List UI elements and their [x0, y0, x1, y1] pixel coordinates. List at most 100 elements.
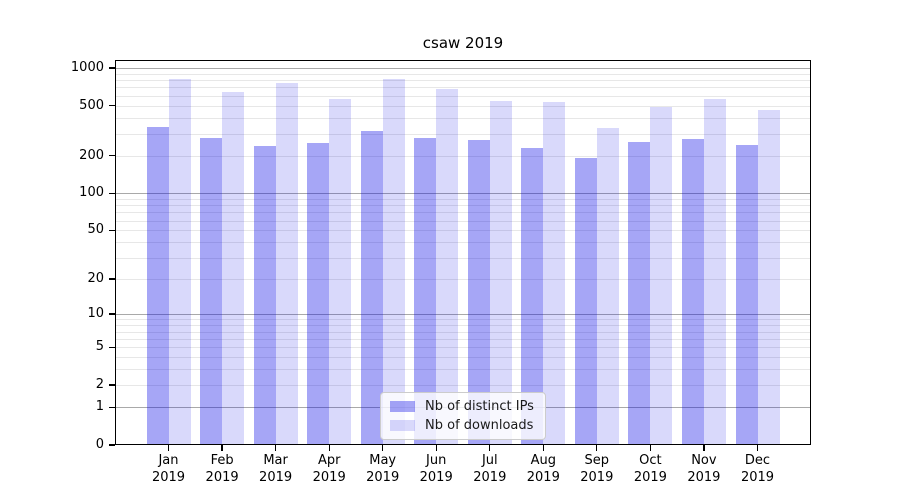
x-tick-label-apr: Apr 2019 [312, 453, 346, 485]
y-tick-label-10: 10 [87, 306, 104, 322]
legend-swatch-downloads-icon [390, 420, 415, 431]
bar-distinct-ips-may [360, 131, 383, 445]
gridline-y-20 [115, 278, 811, 280]
x-tick-mark-nov [703, 445, 705, 451]
bar-downloads-aug [543, 101, 566, 445]
x-tick-label-aug: Aug 2019 [526, 453, 560, 485]
gridline-y-600 [115, 95, 811, 97]
gridline-y-5 [115, 347, 811, 349]
y-tick-label-5: 5 [95, 339, 104, 355]
x-tick-mark-jul [489, 445, 491, 451]
x-tick-label-jul: Jul 2019 [473, 453, 507, 485]
y-tick-label-500: 500 [79, 97, 104, 113]
y-tick-mark-100 [109, 192, 115, 194]
x-tick-mark-jan [167, 445, 170, 451]
y-tick-mark-1000 [109, 67, 115, 69]
bar-distinct-ips-apr [307, 142, 330, 445]
gridline-y-40 [115, 242, 811, 244]
x-tick-label-may: May 2019 [366, 453, 400, 485]
bar-downloads-oct [650, 107, 673, 445]
x-tick-mark-apr [328, 445, 330, 451]
y-tick-label-1000: 1000 [70, 60, 104, 75]
y-tick-mark-200 [109, 154, 115, 157]
bar-distinct-ips-aug [521, 148, 544, 445]
bar-downloads-nov [703, 99, 726, 445]
y-tick-label-50: 50 [87, 222, 104, 238]
bar-distinct-ips-oct [628, 142, 651, 445]
gridline-y-800 [115, 80, 811, 82]
bar-distinct-ips-nov [681, 138, 704, 445]
gridline-y-4 [115, 357, 811, 359]
gridline-y-2 [115, 385, 811, 387]
gridline-y-8 [115, 325, 811, 327]
gridline-y-400 [115, 117, 811, 119]
gridline-y-1000 [115, 68, 811, 69]
bar-distinct-ips-mar [253, 146, 276, 445]
x-tick-label-oct: Oct 2019 [633, 453, 667, 485]
y-tick-mark-10 [109, 313, 115, 315]
bar-downloads-may [382, 79, 405, 445]
bar-distinct-ips-sep [574, 157, 597, 445]
bar-downloads-jun [436, 89, 459, 445]
x-tick-mark-sep [596, 445, 598, 451]
gridline-y-700 [115, 87, 811, 89]
x-tick-mark-mar [274, 445, 277, 451]
x-tick-label-feb: Feb 2019 [205, 453, 239, 485]
gridline-y-6 [115, 338, 811, 340]
bar-distinct-ips-jan [146, 127, 169, 445]
bar-distinct-ips-dec [735, 145, 758, 445]
y-tick-mark-1 [109, 406, 115, 408]
x-tick-mark-feb [221, 445, 223, 451]
gridline-y-70 [115, 212, 811, 214]
x-tick-mark-may [382, 445, 384, 451]
y-tick-mark-50 [109, 229, 115, 232]
bar-downloads-apr [329, 99, 352, 445]
legend: Nb of distinct IPs Nb of downloads [380, 392, 546, 440]
bar-distinct-ips-feb [200, 137, 223, 445]
x-tick-mark-dec [756, 445, 759, 451]
y-tick-label-20: 20 [87, 270, 104, 286]
y-tick-label-2: 2 [95, 377, 104, 393]
gridline-y-10 [115, 314, 811, 316]
legend-label-downloads: Nb of downloads [425, 418, 534, 433]
x-tick-label-mar: Mar 2019 [259, 453, 293, 485]
y-tick-label-200: 200 [79, 147, 104, 163]
bar-downloads-jan [168, 78, 191, 445]
gridline-y-9 [115, 319, 811, 321]
bar-downloads-mar [275, 82, 298, 445]
y-tick-mark-500 [109, 105, 115, 107]
plot-area [115, 60, 811, 445]
gridline-y-90 [115, 198, 811, 200]
x-tick-label-nov: Nov 2019 [687, 453, 721, 485]
gridline-y-300 [115, 133, 811, 135]
bar-downloads-feb [222, 91, 245, 445]
x-tick-label-dec: Dec 2019 [740, 453, 775, 485]
x-tick-mark-aug [542, 445, 544, 451]
y-tick-label-1: 1 [95, 399, 104, 415]
bar-downloads-dec [757, 110, 780, 445]
x-tick-mark-oct [649, 445, 652, 451]
legend-item-downloads: Nb of downloads [390, 418, 534, 433]
gridline-y-60 [115, 220, 811, 222]
bar-downloads-jul [489, 100, 512, 445]
gridline-y-50 [115, 230, 811, 232]
y-tick-label-0: 0 [95, 437, 104, 452]
y-tick-mark-20 [109, 278, 115, 280]
bar-downloads-sep [596, 127, 619, 445]
y-tick-mark-2 [109, 384, 115, 386]
x-tick-mark-jun [435, 445, 437, 451]
legend-label-distinct-ips: Nb of distinct IPs [425, 399, 534, 414]
y-tick-mark-0 [109, 444, 115, 446]
y-tick-label-100: 100 [79, 185, 104, 201]
gridline-y-100 [115, 193, 811, 195]
legend-swatch-distinct-ips-icon [390, 401, 415, 412]
gridline-y-900 [115, 73, 811, 75]
bar-distinct-ips-jul [467, 139, 490, 445]
gridline-y-80 [115, 205, 811, 207]
gridline-y-3 [115, 369, 811, 371]
gridline-y-30 [115, 257, 811, 259]
gridline-y-7 [115, 331, 811, 333]
gridline-y-200 [115, 155, 811, 157]
x-tick-label-jan: Jan 2019 [151, 453, 186, 485]
